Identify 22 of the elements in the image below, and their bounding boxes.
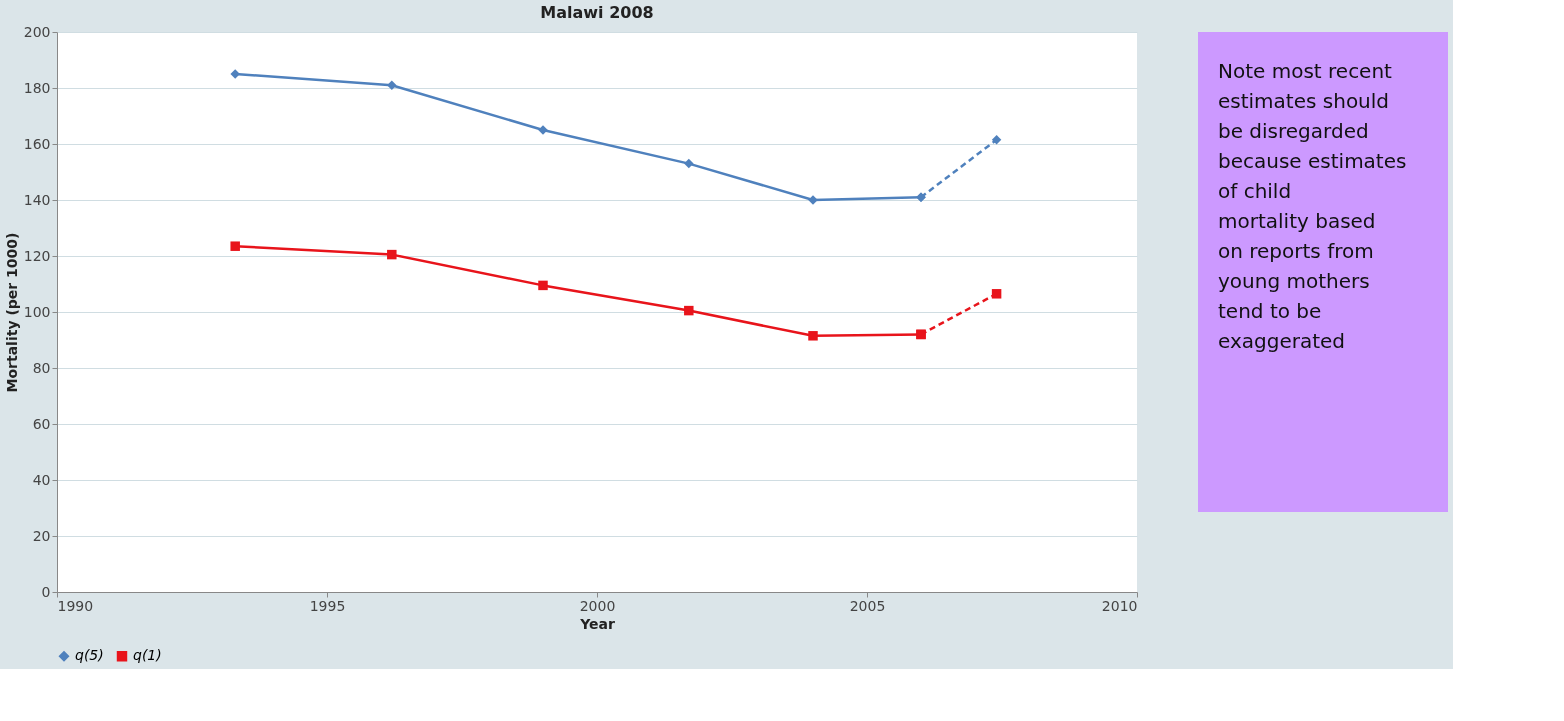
x-axis-title: Year — [579, 615, 615, 632]
legend-label: q(5) — [75, 647, 104, 664]
x-tick-label: 2000 — [579, 597, 616, 614]
y-tick-label: 40 — [32, 471, 51, 488]
x-tick-label: 1995 — [309, 597, 346, 614]
y-tick-label: 120 — [23, 247, 51, 264]
y-axis-title: Mortality (per 1000) — [3, 232, 20, 393]
x-tick-label: 1990 — [57, 597, 94, 614]
y-tick-label: 60 — [32, 415, 51, 432]
chart-title: Malawi 2008 — [540, 3, 654, 22]
x-tick-label: 2010 — [1101, 597, 1138, 614]
y-tick-label: 80 — [32, 359, 51, 376]
text: Note most recent estimates should be disregarded because estimates of child mortality based on reports from young mothers tend to be exaggerated — [1218, 59, 1407, 353]
y-tick-label: 200 — [23, 23, 51, 40]
y-tick-label: 180 — [23, 79, 51, 96]
x-tick-label: 2005 — [849, 597, 886, 614]
y-tick-label: 0 — [41, 583, 51, 600]
y-tick-label: 140 — [23, 191, 51, 208]
y-tick-label: 20 — [32, 527, 51, 544]
y-tick-label: 160 — [23, 135, 51, 152]
y-tick-label: 100 — [23, 303, 51, 320]
legend-label: q(1) — [133, 647, 162, 664]
